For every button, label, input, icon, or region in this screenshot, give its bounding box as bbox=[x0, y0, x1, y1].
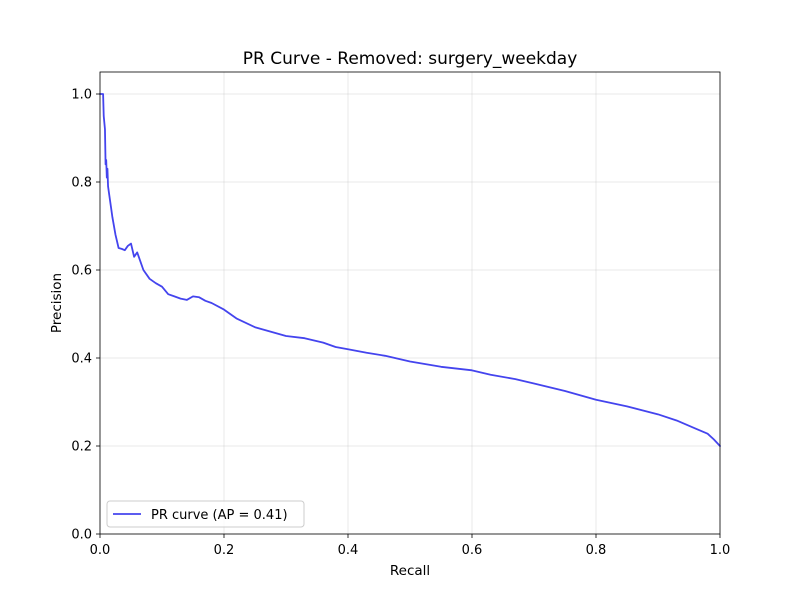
x-tick-label: 0.4 bbox=[338, 543, 359, 558]
pr-curve-line bbox=[99, 93, 721, 447]
y-tick-label: 0.2 bbox=[71, 440, 92, 455]
y-tick-label: 0.6 bbox=[71, 264, 92, 279]
x-tick-label: 0.0 bbox=[90, 543, 111, 558]
x-tick-label: 0.6 bbox=[462, 543, 483, 558]
legend: PR curve (AP = 0.41) bbox=[106, 500, 305, 528]
x-axis: 0.0 0.2 0.4 0.6 0.8 1.0 bbox=[90, 534, 731, 558]
legend-box bbox=[106, 500, 305, 528]
y-axis: 0.0 0.2 0.4 0.6 0.8 1.0 bbox=[71, 88, 100, 543]
plot-frame bbox=[99, 71, 721, 535]
x-axis-label: Recall bbox=[390, 563, 430, 579]
series-layer bbox=[99, 93, 721, 447]
legend-label: PR curve (AP = 0.41) bbox=[151, 508, 288, 523]
y-tick-label: 0.0 bbox=[71, 528, 92, 543]
y-axis-label: Precision bbox=[49, 273, 65, 333]
y-tick-label: 0.8 bbox=[71, 176, 92, 191]
chart-title: PR Curve - Removed: surgery_weekday bbox=[243, 49, 578, 69]
grid bbox=[99, 72, 721, 535]
x-tick-label: 1.0 bbox=[710, 543, 731, 558]
y-tick-label: 0.4 bbox=[71, 352, 92, 367]
x-tick-label: 0.8 bbox=[586, 543, 607, 558]
y-tick-label: 1.0 bbox=[71, 88, 92, 103]
x-tick-label: 0.2 bbox=[214, 543, 235, 558]
